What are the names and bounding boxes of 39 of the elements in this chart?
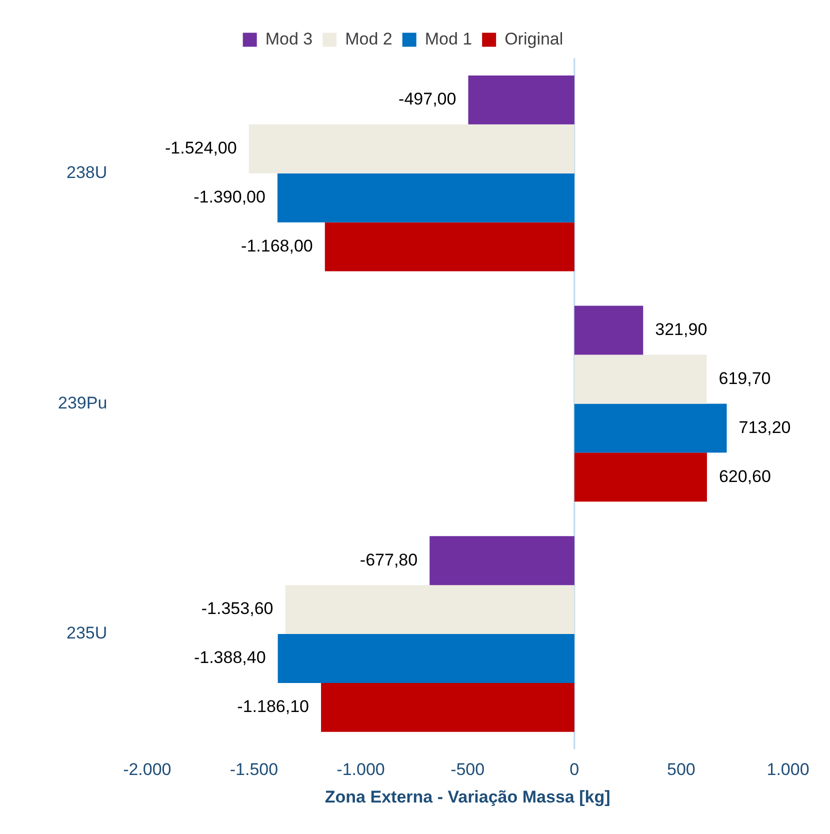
bar <box>574 452 707 502</box>
data-label: -1.353,60 <box>201 599 274 618</box>
data-label: -1.186,10 <box>237 697 310 716</box>
y-tick-label: 235U <box>66 624 108 643</box>
data-label: -1.168,00 <box>241 236 313 256</box>
x-axis-title: Zona Externa - Variação Massa [kg] <box>324 787 610 806</box>
data-label: -1.524,00 <box>164 138 237 158</box>
bar <box>248 124 574 174</box>
data-label: 713,20 <box>738 418 791 437</box>
data-label: -1.388,40 <box>194 648 266 668</box>
data-label: -1.390,00 <box>194 188 266 207</box>
legend-label: Original <box>504 29 564 48</box>
bar <box>574 404 727 453</box>
data-label: 321,90 <box>655 320 708 339</box>
legend-label: Mod 2 <box>345 29 392 48</box>
bar <box>321 682 574 732</box>
bar <box>285 585 574 634</box>
bar <box>574 306 644 355</box>
bar <box>468 75 574 124</box>
bar <box>277 173 574 222</box>
x-tick-label: -1.000 <box>336 760 385 780</box>
legend-label: Mod 3 <box>265 29 313 48</box>
x-tick-label: 0 <box>570 760 580 780</box>
data-label: -497,00 <box>398 90 456 109</box>
legend-label: Mod 1 <box>424 29 472 48</box>
data-label: 620,60 <box>718 466 771 486</box>
data-label: 619,70 <box>718 368 771 388</box>
x-tick-label: -500 <box>450 760 485 780</box>
y-tick-label: 239Pu <box>58 393 108 412</box>
x-tick-label: -1.500 <box>230 760 278 780</box>
bar <box>278 634 574 683</box>
x-tick-label: -2.000 <box>123 760 172 780</box>
data-label: -677,80 <box>360 550 418 570</box>
x-tick-label: 500 <box>667 760 696 780</box>
bar <box>324 222 574 272</box>
bar <box>430 536 574 586</box>
x-tick-label: 1.000 <box>766 760 810 780</box>
y-tick-label: 238U <box>66 163 108 182</box>
bar <box>574 354 707 404</box>
